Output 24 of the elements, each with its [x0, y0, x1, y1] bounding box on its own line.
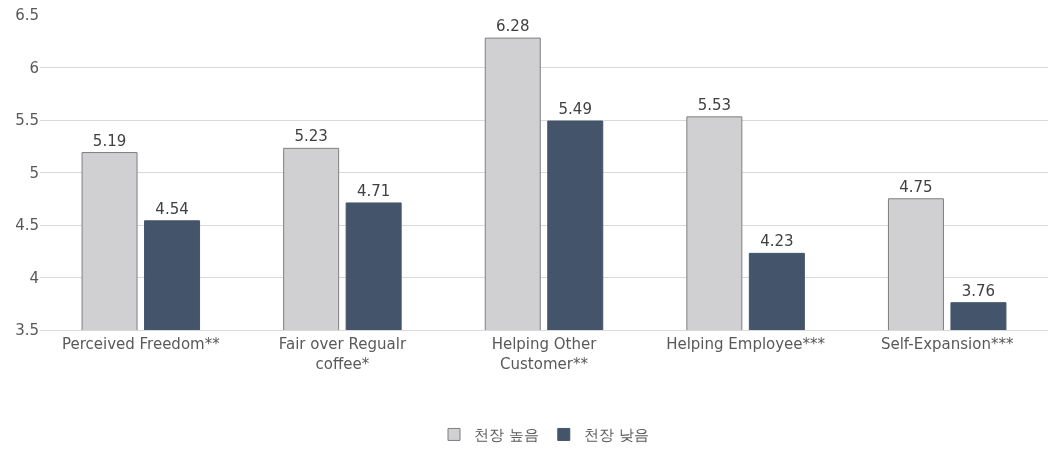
x-tick-label: Fair over Regualr coffee*: [278, 335, 407, 373]
data-label: 5.53: [697, 95, 732, 114]
y-tick-label: 6.5: [15, 6, 39, 25]
x-tick-label: Helping Employee***: [666, 335, 826, 353]
data-label: 4.54: [155, 199, 189, 218]
y-tick-label: 4: [29, 268, 39, 287]
legend-label: 천장 높음: [474, 426, 539, 445]
x-tick-label: Self-Expansion***: [880, 335, 1014, 353]
data-label: 5.49: [558, 100, 592, 119]
y-tick-label: 4.5: [15, 216, 39, 235]
data-label: 4.71: [356, 181, 391, 200]
y-tick-label: 5.5: [15, 111, 39, 130]
data-label: 6.28: [496, 17, 530, 36]
x-tick-label: Perceived Freedom**: [61, 335, 221, 353]
data-label: 4.75: [899, 177, 933, 196]
data-label: 3.76: [961, 281, 996, 300]
legend-label: 천장 낮음: [583, 426, 649, 445]
x-tick-label: Helping Other Customer**: [491, 335, 598, 373]
y-tick-label: 3.5: [15, 321, 39, 340]
data-label: 4.23: [760, 232, 794, 251]
y-tick-label: 5: [29, 163, 39, 182]
data-label: 5.23: [294, 127, 328, 146]
y-tick-label: 6: [29, 58, 39, 77]
data-label: 5.19: [92, 131, 127, 150]
